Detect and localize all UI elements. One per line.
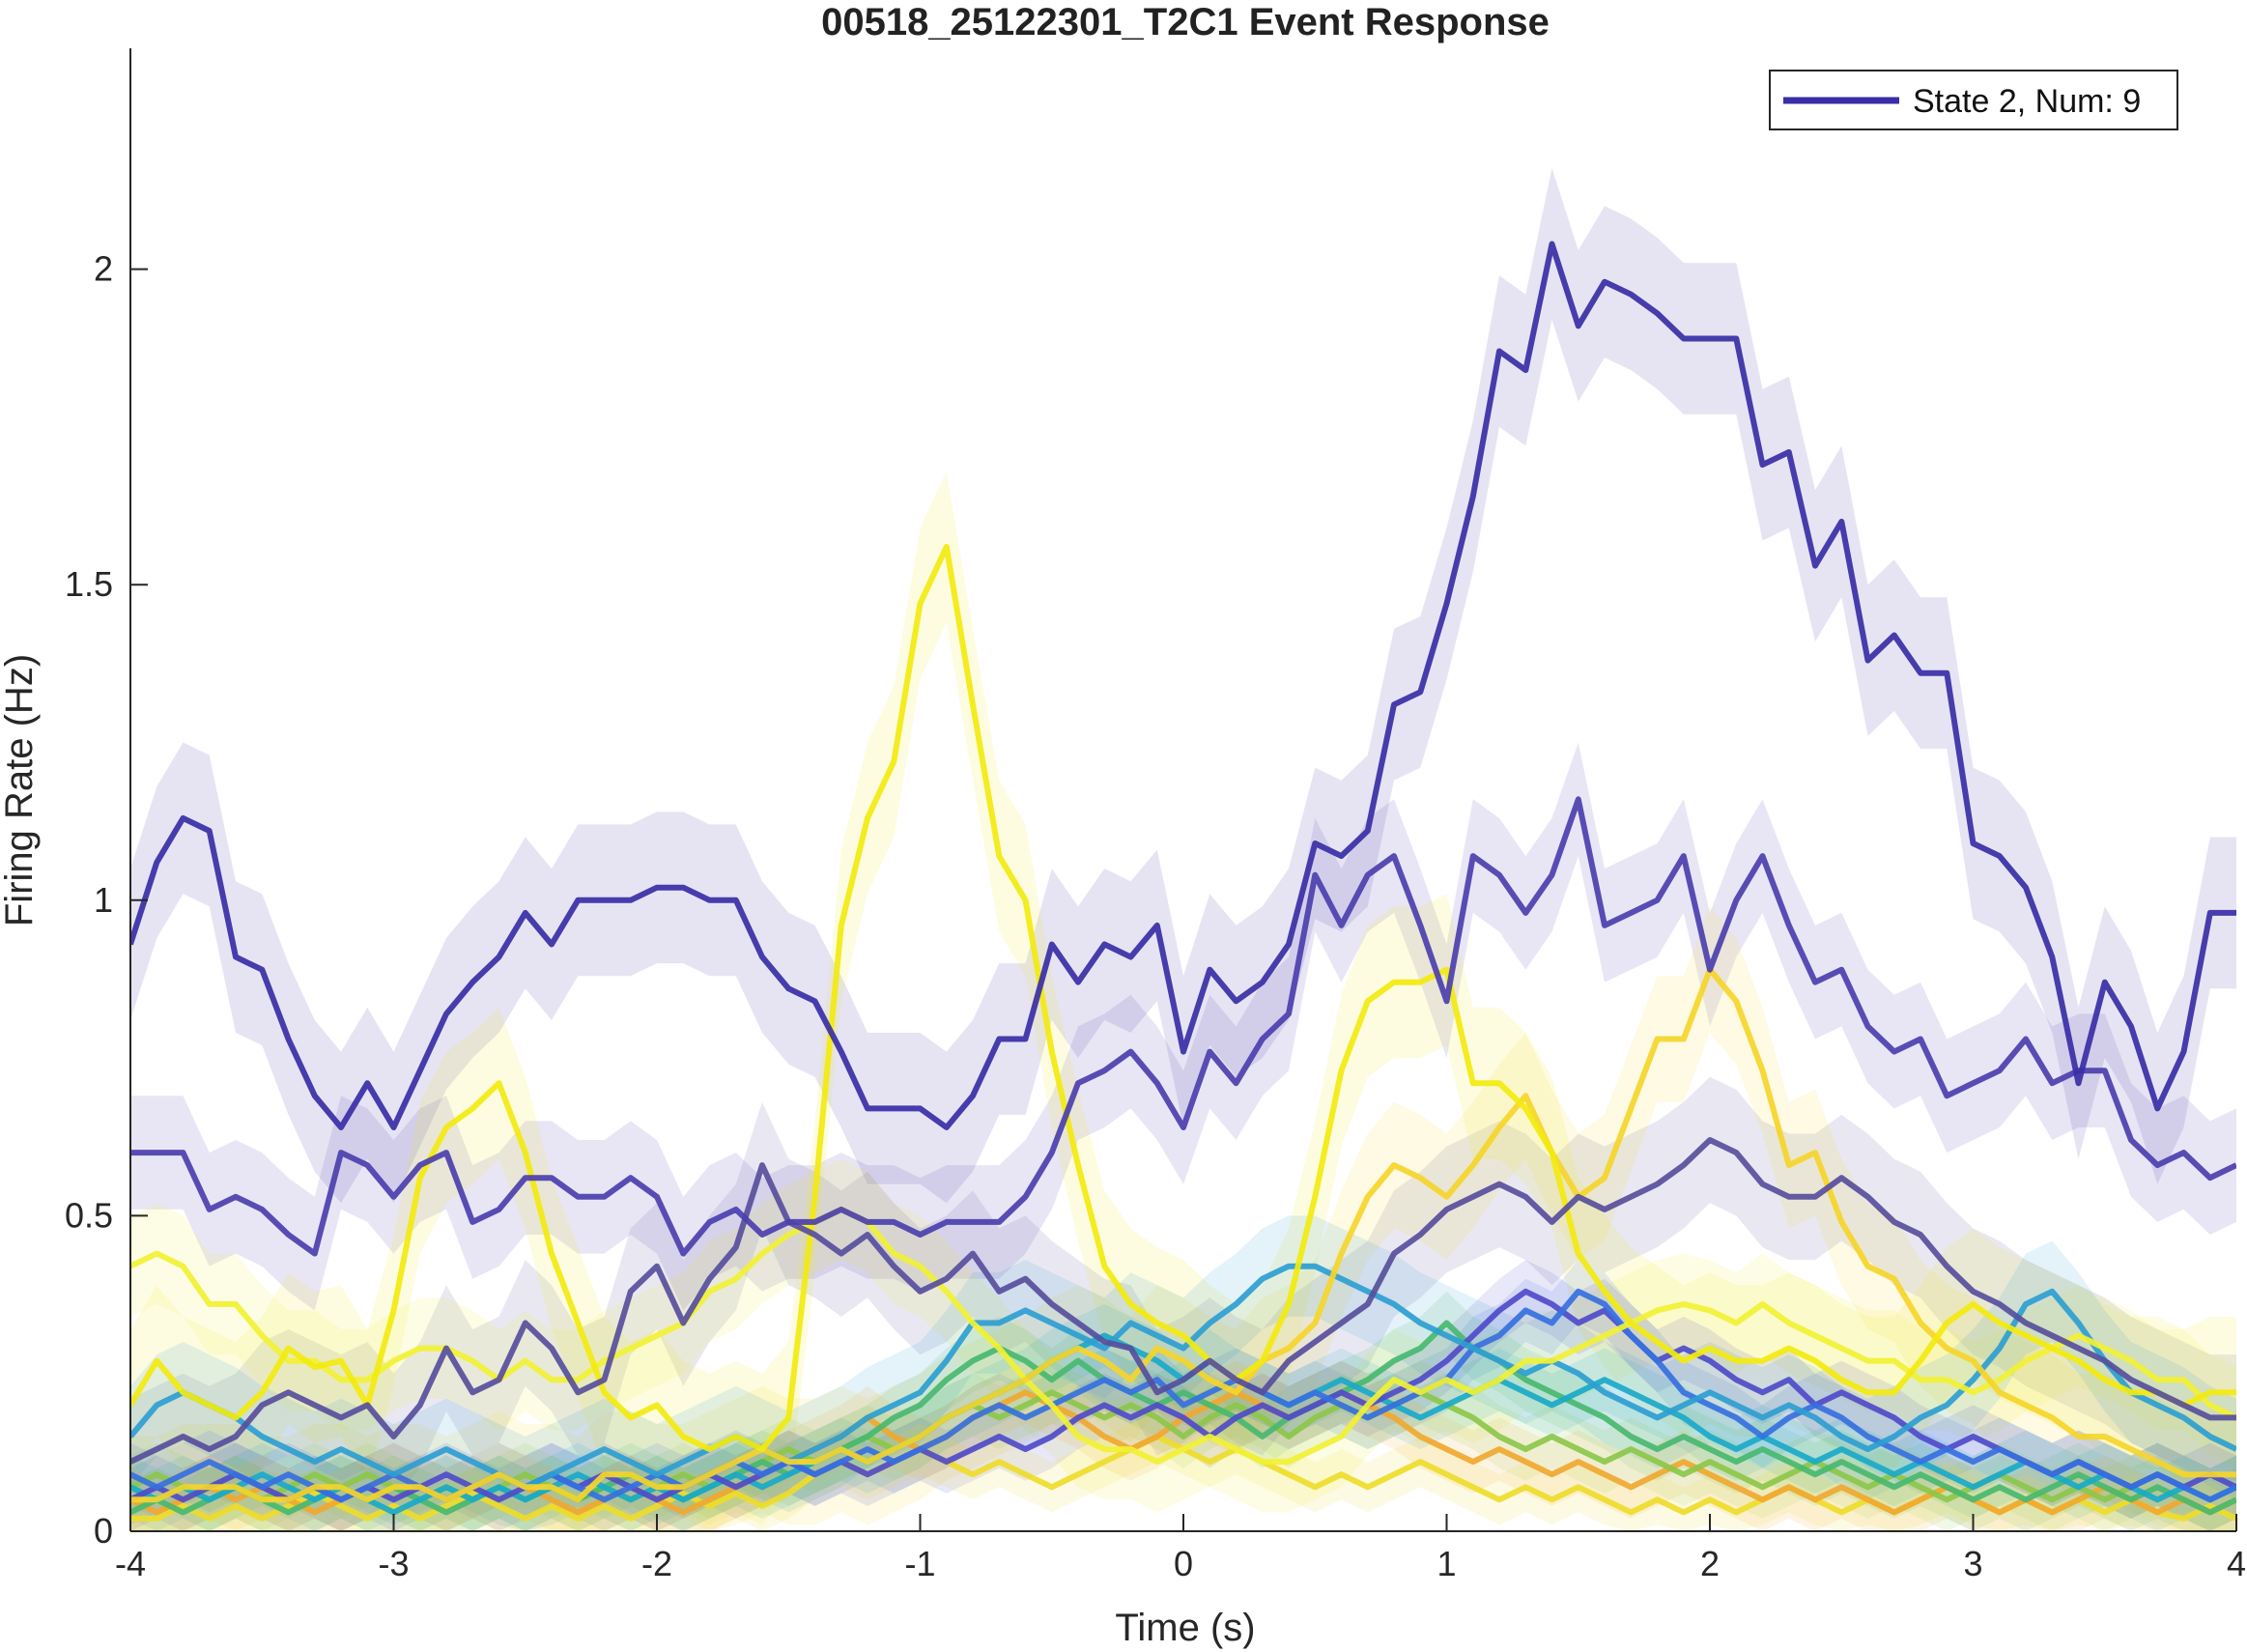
y-tick-label: 1 xyxy=(94,880,113,920)
y-tick-label: 0 xyxy=(94,1511,113,1551)
x-tick-label: -4 xyxy=(115,1544,146,1583)
sem-band-2 xyxy=(130,742,2236,1311)
series-line-2 xyxy=(130,796,2236,1257)
series-line-7 xyxy=(130,1263,2236,1491)
chart-title: 00518_25122301_T2C1 Event Response xyxy=(821,1,1550,43)
sem-band-1 xyxy=(130,168,2236,1204)
sem-band-3 xyxy=(130,1076,2236,1525)
x-tick-label: -3 xyxy=(378,1544,409,1583)
mean-lines xyxy=(130,241,2236,1522)
x-tick-label: -2 xyxy=(641,1544,672,1583)
legend-label: State 2, Num: 9 xyxy=(1913,83,2141,120)
series-line-4 xyxy=(130,544,2236,1453)
y-tick-label: 1.5 xyxy=(65,564,113,604)
sem-band-7 xyxy=(130,1215,2236,1531)
x-tick-label: 1 xyxy=(1436,1544,1456,1583)
x-axis-label: Time (s) xyxy=(1115,1607,1255,1649)
y-ticks: 0 0.5 1 1.5 2 xyxy=(65,249,148,1551)
legend: State 2, Num: 9 xyxy=(1769,70,2178,130)
y-tick-label: 0.5 xyxy=(65,1195,113,1235)
x-tick-label: 3 xyxy=(1963,1544,1982,1583)
series-line-6 xyxy=(130,1206,2236,1466)
x-tick-label: 2 xyxy=(1700,1544,1720,1583)
x-tick-label: -1 xyxy=(904,1544,935,1583)
series-line-1 xyxy=(130,241,2236,1130)
x-ticks: -4 -3 -2 -1 0 1 2 3 4 xyxy=(115,1514,2246,1583)
x-tick-label: 4 xyxy=(2227,1544,2246,1583)
series-line-9 xyxy=(130,1288,2236,1503)
y-tick-label: 2 xyxy=(94,249,113,289)
x-tick-label: 0 xyxy=(1174,1544,1193,1583)
series-line-5 xyxy=(130,966,2236,1503)
series-line-3 xyxy=(130,1137,2236,1465)
y-axis-label: Firing Rate (Hz) xyxy=(0,654,41,926)
